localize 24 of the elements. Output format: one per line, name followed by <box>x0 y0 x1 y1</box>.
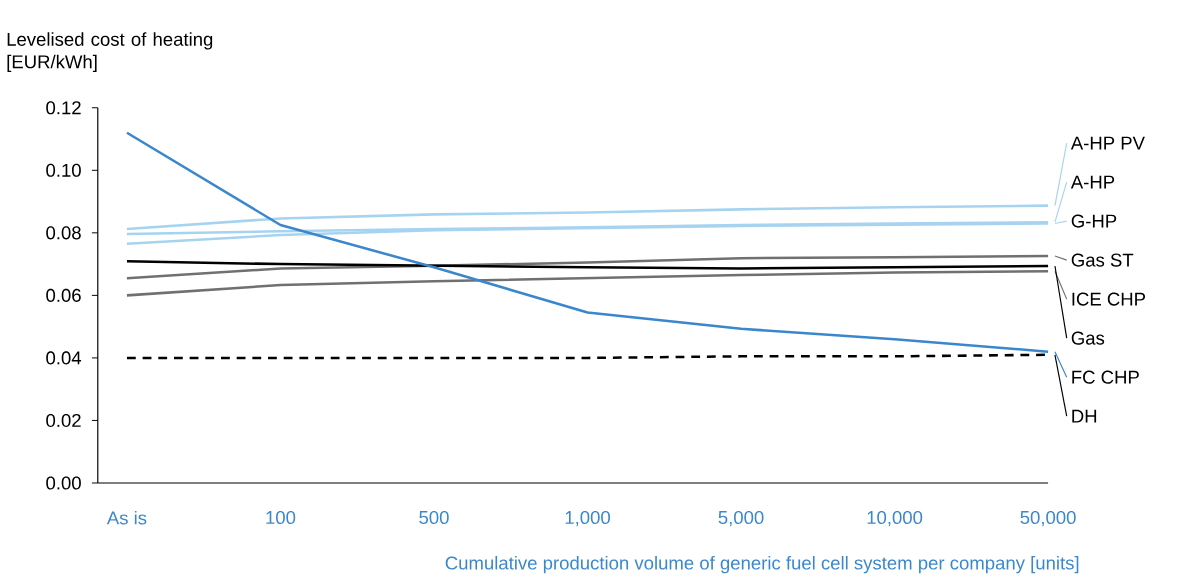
x-tick-label: 500 <box>419 510 449 525</box>
series-label: ICE CHP <box>1072 292 1146 306</box>
text: A-HP <box>1070 175 1115 189</box>
text: Gas <box>1071 331 1105 345</box>
y-axis-title: Levelised cost of heating [EUR/kWh] <box>7 32 213 73</box>
x-tick-label: 50,000 <box>1020 510 1076 527</box>
legend-label: FC CHP <box>1072 370 1139 384</box>
x-tick-label: As is <box>106 510 147 525</box>
x-tick-label: 10,000 <box>867 510 923 527</box>
text: DH <box>1072 409 1097 423</box>
x-tick-label: 1,000 <box>565 510 610 527</box>
legend-label: Gas ST <box>1071 253 1134 267</box>
x-tick-label: 100 <box>266 510 296 525</box>
y-tick-label: 0.12 <box>46 101 81 115</box>
x-axis-title: Cumulative production volume of generic fuel cell system per company [units] <box>445 556 1079 574</box>
y-tick-label: 0.00 <box>46 476 81 490</box>
legend-label: G-HP <box>1071 214 1117 228</box>
x-tick-label: 5,000 <box>718 510 764 527</box>
y-tick-label: 0.10 <box>46 163 81 177</box>
text: A-HP PV <box>1070 136 1145 150</box>
y-tick-label: 0.08 <box>46 226 81 240</box>
y-tick-label: 0.04 <box>46 351 82 365</box>
y-tick-label: 0.02 <box>46 413 81 428</box>
y-tick-label: 0.06 <box>46 288 81 302</box>
